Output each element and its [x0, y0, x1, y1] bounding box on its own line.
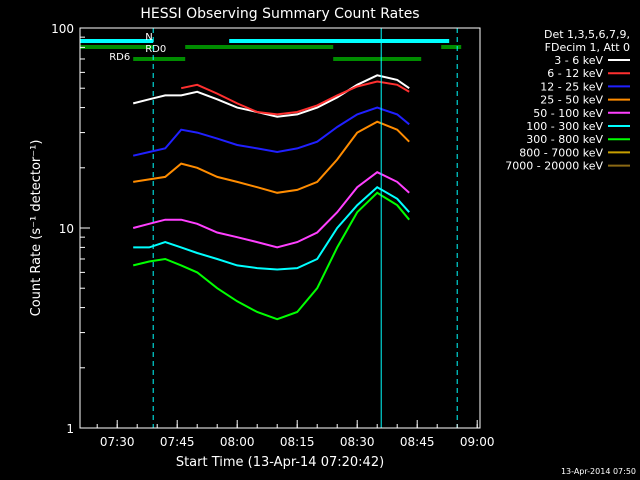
legend-label-6: 300 - 800 keV	[526, 133, 603, 146]
x-tick-label-6: 09:00	[460, 435, 495, 449]
legend: Det 1,3,5,6,7,9,FDecim 1, Att 03 - 6 keV…	[505, 28, 630, 173]
footer-timestamp: 13-Apr-2014 07:50	[561, 467, 636, 476]
legend-label-7: 800 - 7000 keV	[519, 146, 603, 159]
legend-label-4: 50 - 100 keV	[533, 107, 603, 120]
series-line-0	[132, 74, 410, 118]
series-lines	[132, 74, 410, 321]
x-axis-label: Start Time (13-Apr-14 07:20:42)	[176, 455, 384, 470]
series-line-4	[132, 171, 410, 249]
x-tick-label-5: 08:45	[400, 435, 435, 449]
x-tick-label-3: 08:15	[280, 435, 315, 449]
flag-label-rd6: RD6	[109, 52, 130, 63]
legend-header-0: Det 1,3,5,6,7,9,	[544, 28, 630, 41]
legend-label-2: 12 - 25 keV	[540, 80, 603, 93]
time-markers	[152, 28, 458, 428]
y-axis-label: Count Rate (s⁻¹ detector⁻¹)	[29, 140, 44, 317]
legend-header-1: FDecim 1, Att 0	[545, 41, 630, 54]
legend-label-1: 6 - 12 keV	[547, 67, 603, 80]
legend-label-0: 3 - 6 keV	[554, 54, 603, 67]
series-line-3	[133, 120, 410, 194]
x-tick-label-1: 07:45	[160, 435, 195, 449]
chart-title: HESSI Observing Summary Count Rates	[140, 6, 419, 22]
y-axis: 1 10 100	[51, 22, 90, 436]
legend-label-5: 100 - 300 keV	[526, 120, 603, 133]
series-line-6	[132, 191, 410, 321]
flag-label-rd0: RD0	[145, 44, 166, 55]
series-line-1	[180, 80, 410, 116]
legend-label-8: 7000 - 20000 keV	[505, 160, 603, 173]
legend-label-3: 25 - 50 keV	[540, 94, 603, 107]
x-axis: 07:30 07:45 08:00 08:15 08:30 08:45 09:00	[96, 420, 495, 449]
x-tick-label-4: 08:30	[340, 435, 375, 449]
x-tick-label-0: 07:30	[100, 435, 135, 449]
series-line-2	[132, 106, 410, 157]
flag-label-n: N	[145, 32, 152, 43]
y-tick-label-0: 1	[66, 422, 74, 436]
series-line-5	[133, 185, 410, 271]
x-tick-label-2: 08:00	[220, 435, 255, 449]
y-tick-label-2: 100	[51, 22, 74, 36]
y-tick-label-1: 10	[59, 222, 74, 236]
